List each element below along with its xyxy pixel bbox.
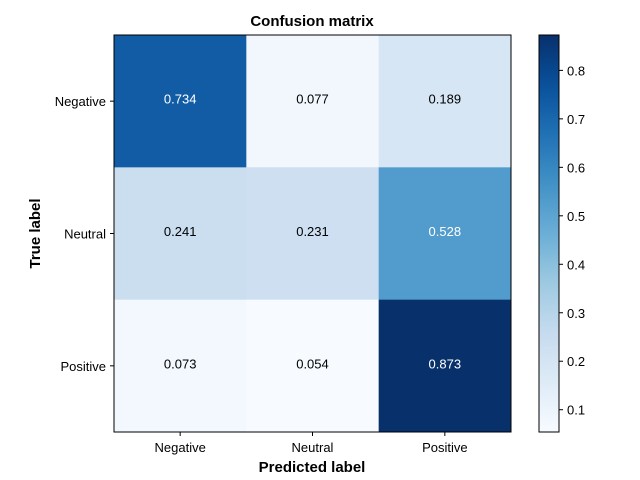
y-axis-label: True label — [27, 198, 44, 268]
x-axis-label: Predicted label — [259, 459, 366, 476]
colorbar-tick-label: 0.4 — [567, 257, 585, 272]
y-tick-label: Negative — [55, 94, 106, 109]
cell-value-label: 0.528 — [429, 224, 462, 239]
heatmap-cell — [246, 167, 380, 301]
colorbar-tick-label: 0.6 — [567, 160, 585, 175]
heatmap-cells: 0.734 0.077 0.189 0.241 0.231 0.528 0.073 0.054… — [114, 35, 512, 433]
cell-value-label: 0.734 — [164, 92, 197, 107]
x-axis-ticks: Negative Neutral Positive — [155, 432, 468, 455]
heatmap-cell — [114, 299, 247, 433]
heatmap-cell — [378, 35, 512, 168]
y-tick-label: Positive — [60, 359, 106, 374]
colorbar-tick-label: 0.7 — [567, 112, 585, 127]
heatmap-cell — [246, 35, 380, 168]
cell-value-label: 0.077 — [296, 92, 329, 107]
cell-value-label: 0.054 — [296, 356, 329, 371]
cell-value-label: 0.241 — [164, 224, 197, 239]
colorbar-tick-label: 0.8 — [567, 63, 585, 78]
x-tick-label: Positive — [422, 440, 468, 455]
heatmap-cell — [378, 167, 512, 301]
colorbar-tick-label: 0.3 — [567, 306, 585, 321]
heatmap-cell — [114, 35, 247, 168]
y-tick-label: Neutral — [64, 227, 106, 242]
cell-value-label: 0.231 — [296, 224, 329, 239]
colorbar-ticks: 0.1 0.2 0.3 0.4 0.5 0.6 0.7 0.8 — [559, 63, 585, 418]
heatmap-cell — [378, 299, 512, 433]
x-tick-label: Negative — [155, 440, 206, 455]
cell-value-label: 0.873 — [429, 356, 462, 371]
colorbar-frame — [538, 34, 560, 433]
chart-title: Confusion matrix — [250, 13, 374, 30]
colorbar-tick-label: 0.2 — [567, 354, 585, 369]
cell-value-label: 0.073 — [164, 356, 197, 371]
y-axis-ticks: Negative Neutral Positive — [55, 94, 114, 374]
colorbar-tick-label: 0.1 — [567, 403, 585, 418]
cell-value-label: 0.189 — [429, 92, 462, 107]
colorbar — [539, 35, 559, 432]
x-tick-label: Neutral — [292, 440, 334, 455]
heatmap-cell — [246, 299, 380, 433]
heatmap-cell — [114, 167, 247, 301]
colorbar-tick-label: 0.5 — [567, 209, 585, 224]
